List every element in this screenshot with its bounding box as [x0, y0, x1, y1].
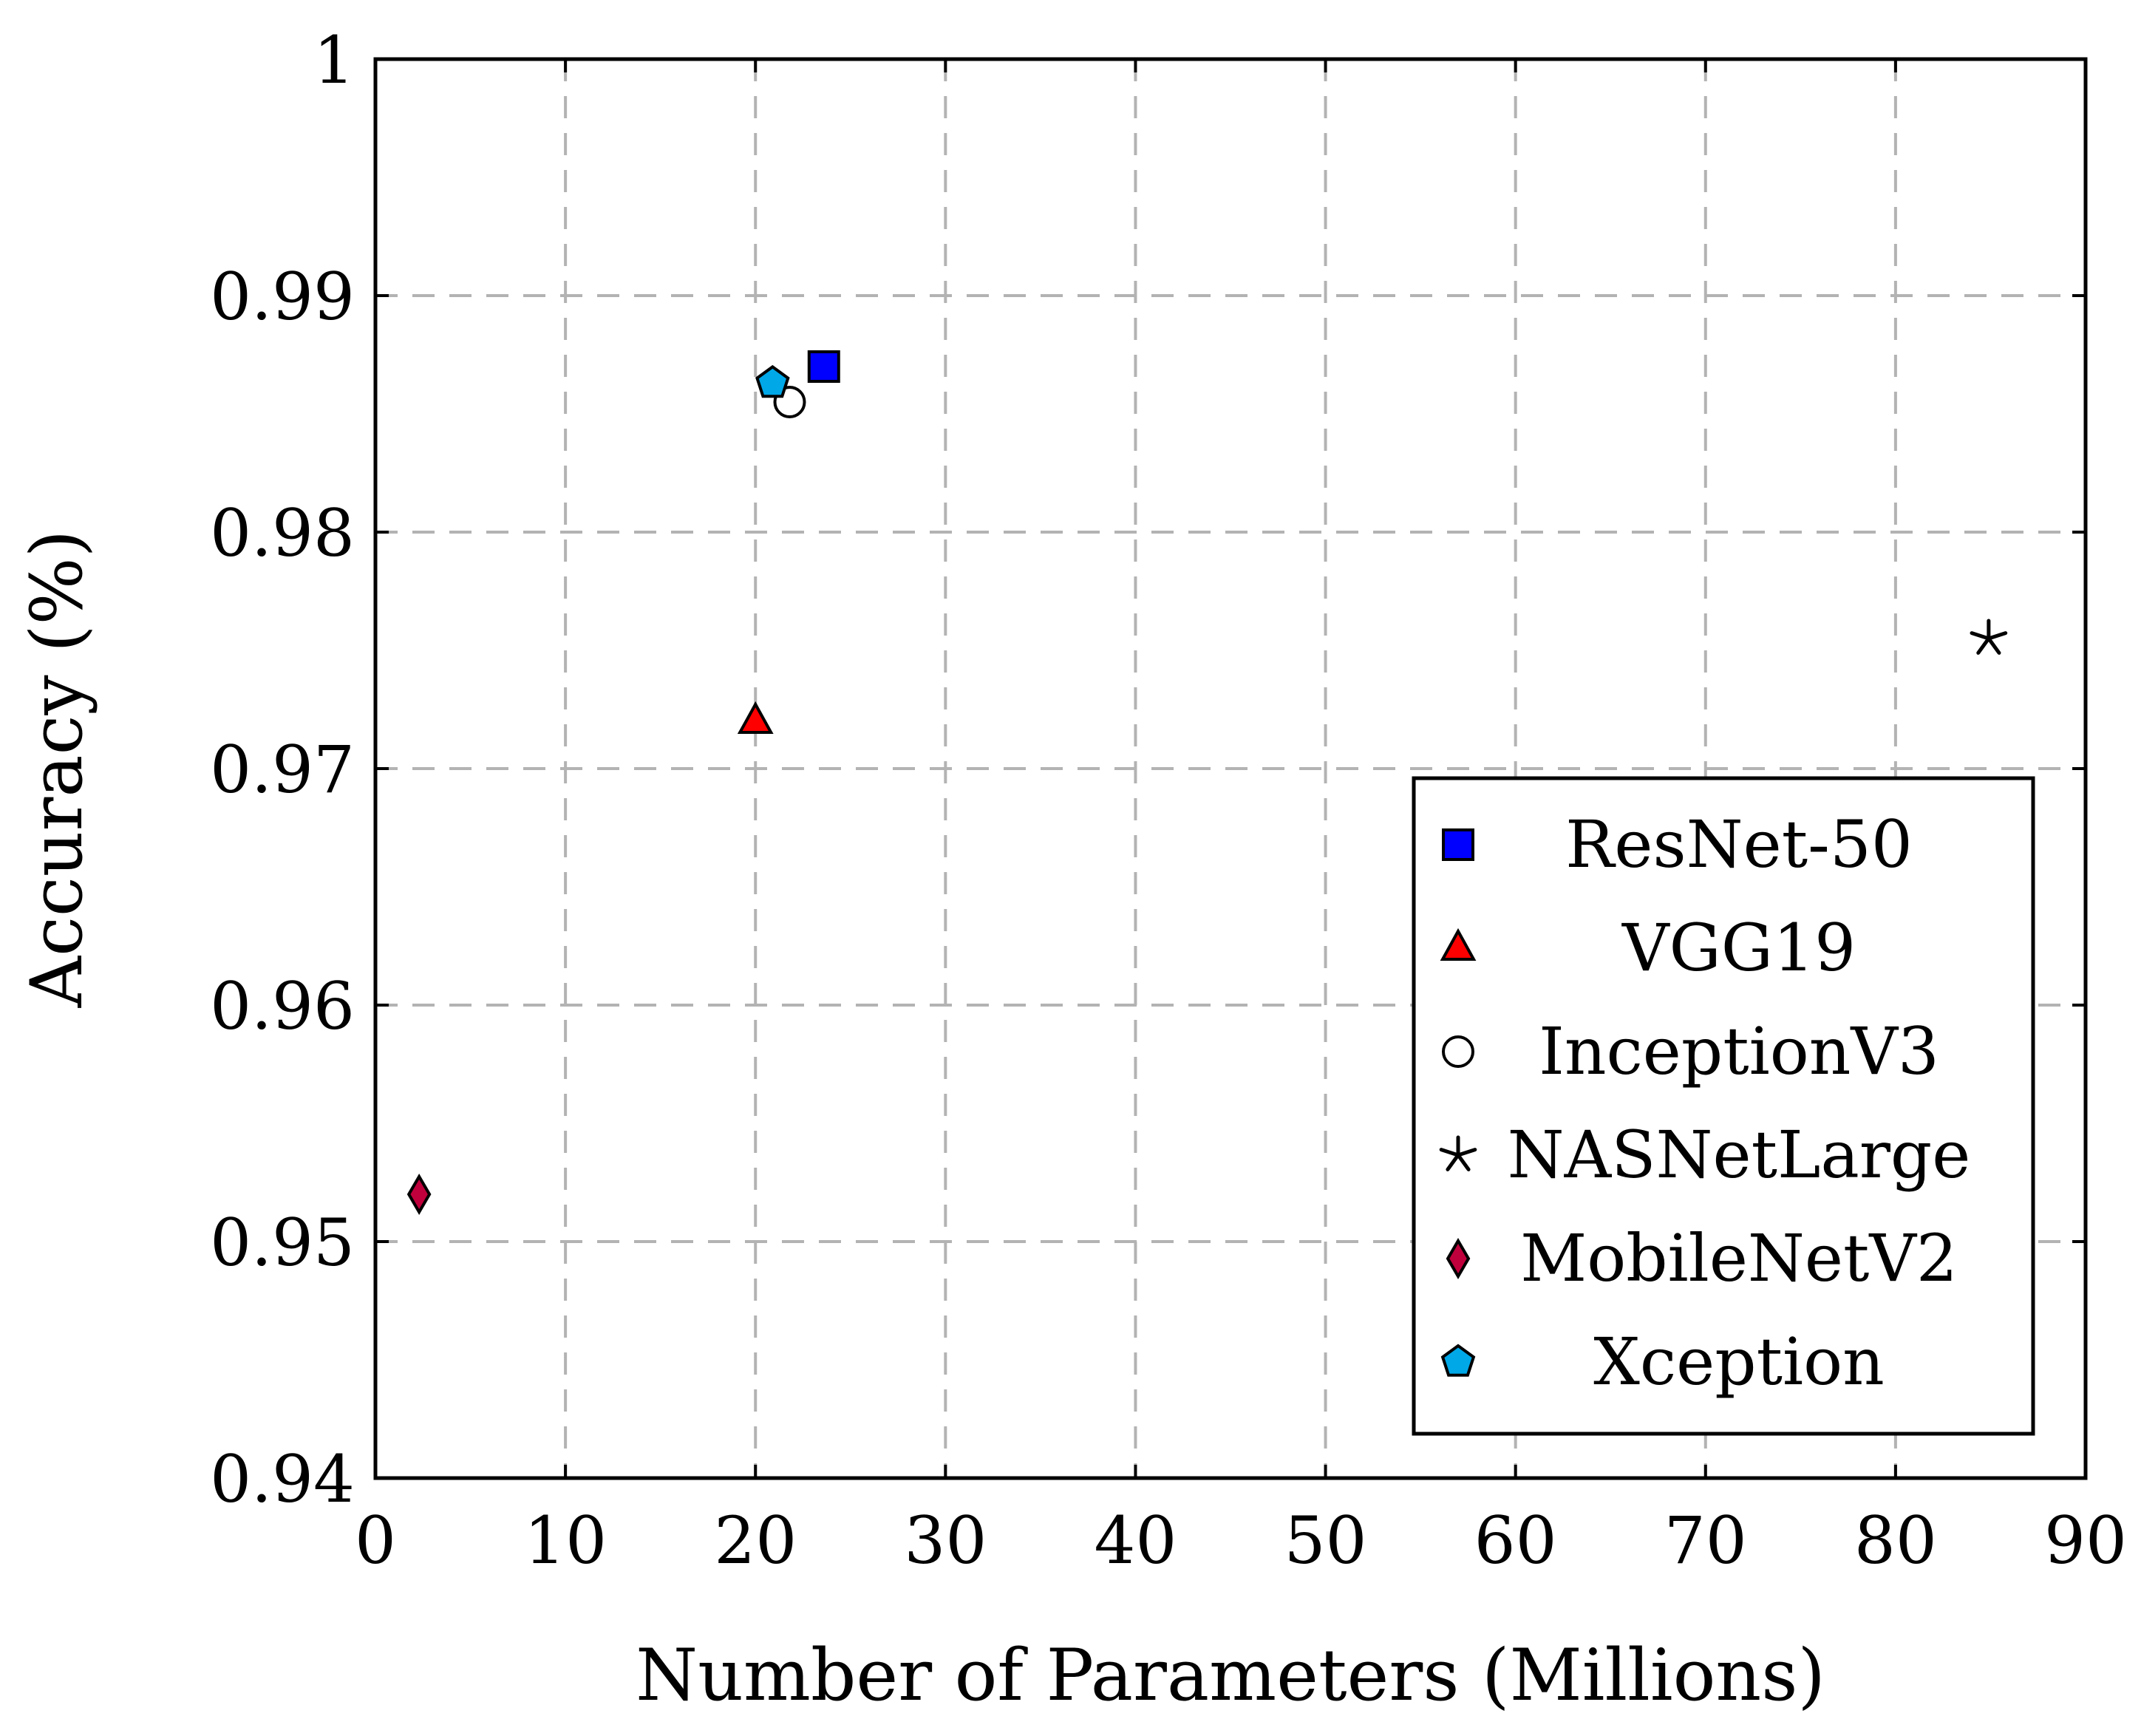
- legend-marker: [1440, 1344, 1476, 1377]
- x-tick-label: 20: [714, 1502, 797, 1579]
- x-tick-label: 40: [1094, 1502, 1177, 1579]
- y-tick-label: 0.98: [210, 495, 355, 571]
- y-axis-title: Accuracy (%): [16, 530, 98, 1008]
- point-xception: [755, 364, 790, 398]
- legend-label: Xception: [1593, 1324, 1885, 1400]
- legend-marker: [1442, 828, 1474, 861]
- star-arm: [1446, 1153, 1460, 1171]
- legend-marker: [1446, 1238, 1471, 1279]
- legend: ResNet-50 VGG19 InceptionV3 NASNetLarge Mobi…: [1412, 776, 2035, 1436]
- point-vgg19: [737, 701, 774, 734]
- star-arm: [1456, 1148, 1477, 1157]
- legend-label: VGG19: [1621, 910, 1856, 986]
- legend-item: NASNetLarge: [1439, 1117, 1971, 1193]
- x-tick-label: 0: [355, 1502, 396, 1579]
- y-tick-label: 1: [313, 22, 355, 98]
- data-points: [406, 350, 2008, 1215]
- star-arm: [1439, 1148, 1460, 1157]
- point-nasnetlarge: [1970, 619, 2008, 655]
- point-mobilenetv2: [406, 1174, 432, 1215]
- legend-box: [1412, 776, 2035, 1436]
- legend-label: ResNet-50: [1565, 806, 1913, 882]
- y-tick-label: 0.94: [210, 1441, 355, 1517]
- x-tick-label: 90: [2044, 1502, 2127, 1579]
- star-arm: [1976, 636, 1991, 655]
- point-resnet-50: [807, 350, 840, 383]
- y-tick-label: 0.96: [210, 968, 355, 1044]
- x-tick-label: 60: [1474, 1502, 1557, 1579]
- star-arm: [1987, 636, 2001, 655]
- x-tick-label: 10: [524, 1502, 607, 1579]
- legend-item: InceptionV3: [1442, 1013, 1939, 1089]
- x-tick-labels: 0 10 20 30 40 50 60 70 80 90: [355, 1502, 2127, 1579]
- legend-label: MobileNetV2: [1520, 1220, 1958, 1296]
- legend-item: ResNet-50: [1442, 806, 1913, 882]
- x-tick-label: 80: [1854, 1502, 1937, 1579]
- star-arm: [1456, 1153, 1471, 1171]
- legend-item: Xception: [1440, 1324, 1885, 1400]
- y-tick-label: 0.97: [210, 732, 355, 808]
- legend-item: VGG19: [1440, 910, 1856, 986]
- x-tick-label: 50: [1284, 1502, 1367, 1579]
- legend-label: InceptionV3: [1539, 1013, 1939, 1089]
- star-arm: [1970, 631, 1991, 641]
- x-tick-label: 70: [1664, 1502, 1747, 1579]
- star-arm: [1987, 631, 2008, 641]
- legend-marker: [1442, 1035, 1474, 1068]
- y-tick-label: 0.99: [210, 259, 355, 335]
- legend-marker: [1440, 927, 1477, 961]
- legend-label: NASNetLarge: [1508, 1117, 1971, 1193]
- plot-frame: [373, 57, 2088, 1480]
- legend-marker: [1439, 1135, 1477, 1171]
- x-tick-label: 30: [904, 1502, 987, 1579]
- y-tick-label: 0.95: [210, 1205, 355, 1281]
- legend-item: MobileNetV2: [1446, 1220, 1958, 1296]
- y-tick-labels: 0.94 0.95 0.96 0.97 0.98 0.99 1: [210, 22, 355, 1517]
- x-axis-title: Number of Parameters (Millions): [636, 1634, 1825, 1717]
